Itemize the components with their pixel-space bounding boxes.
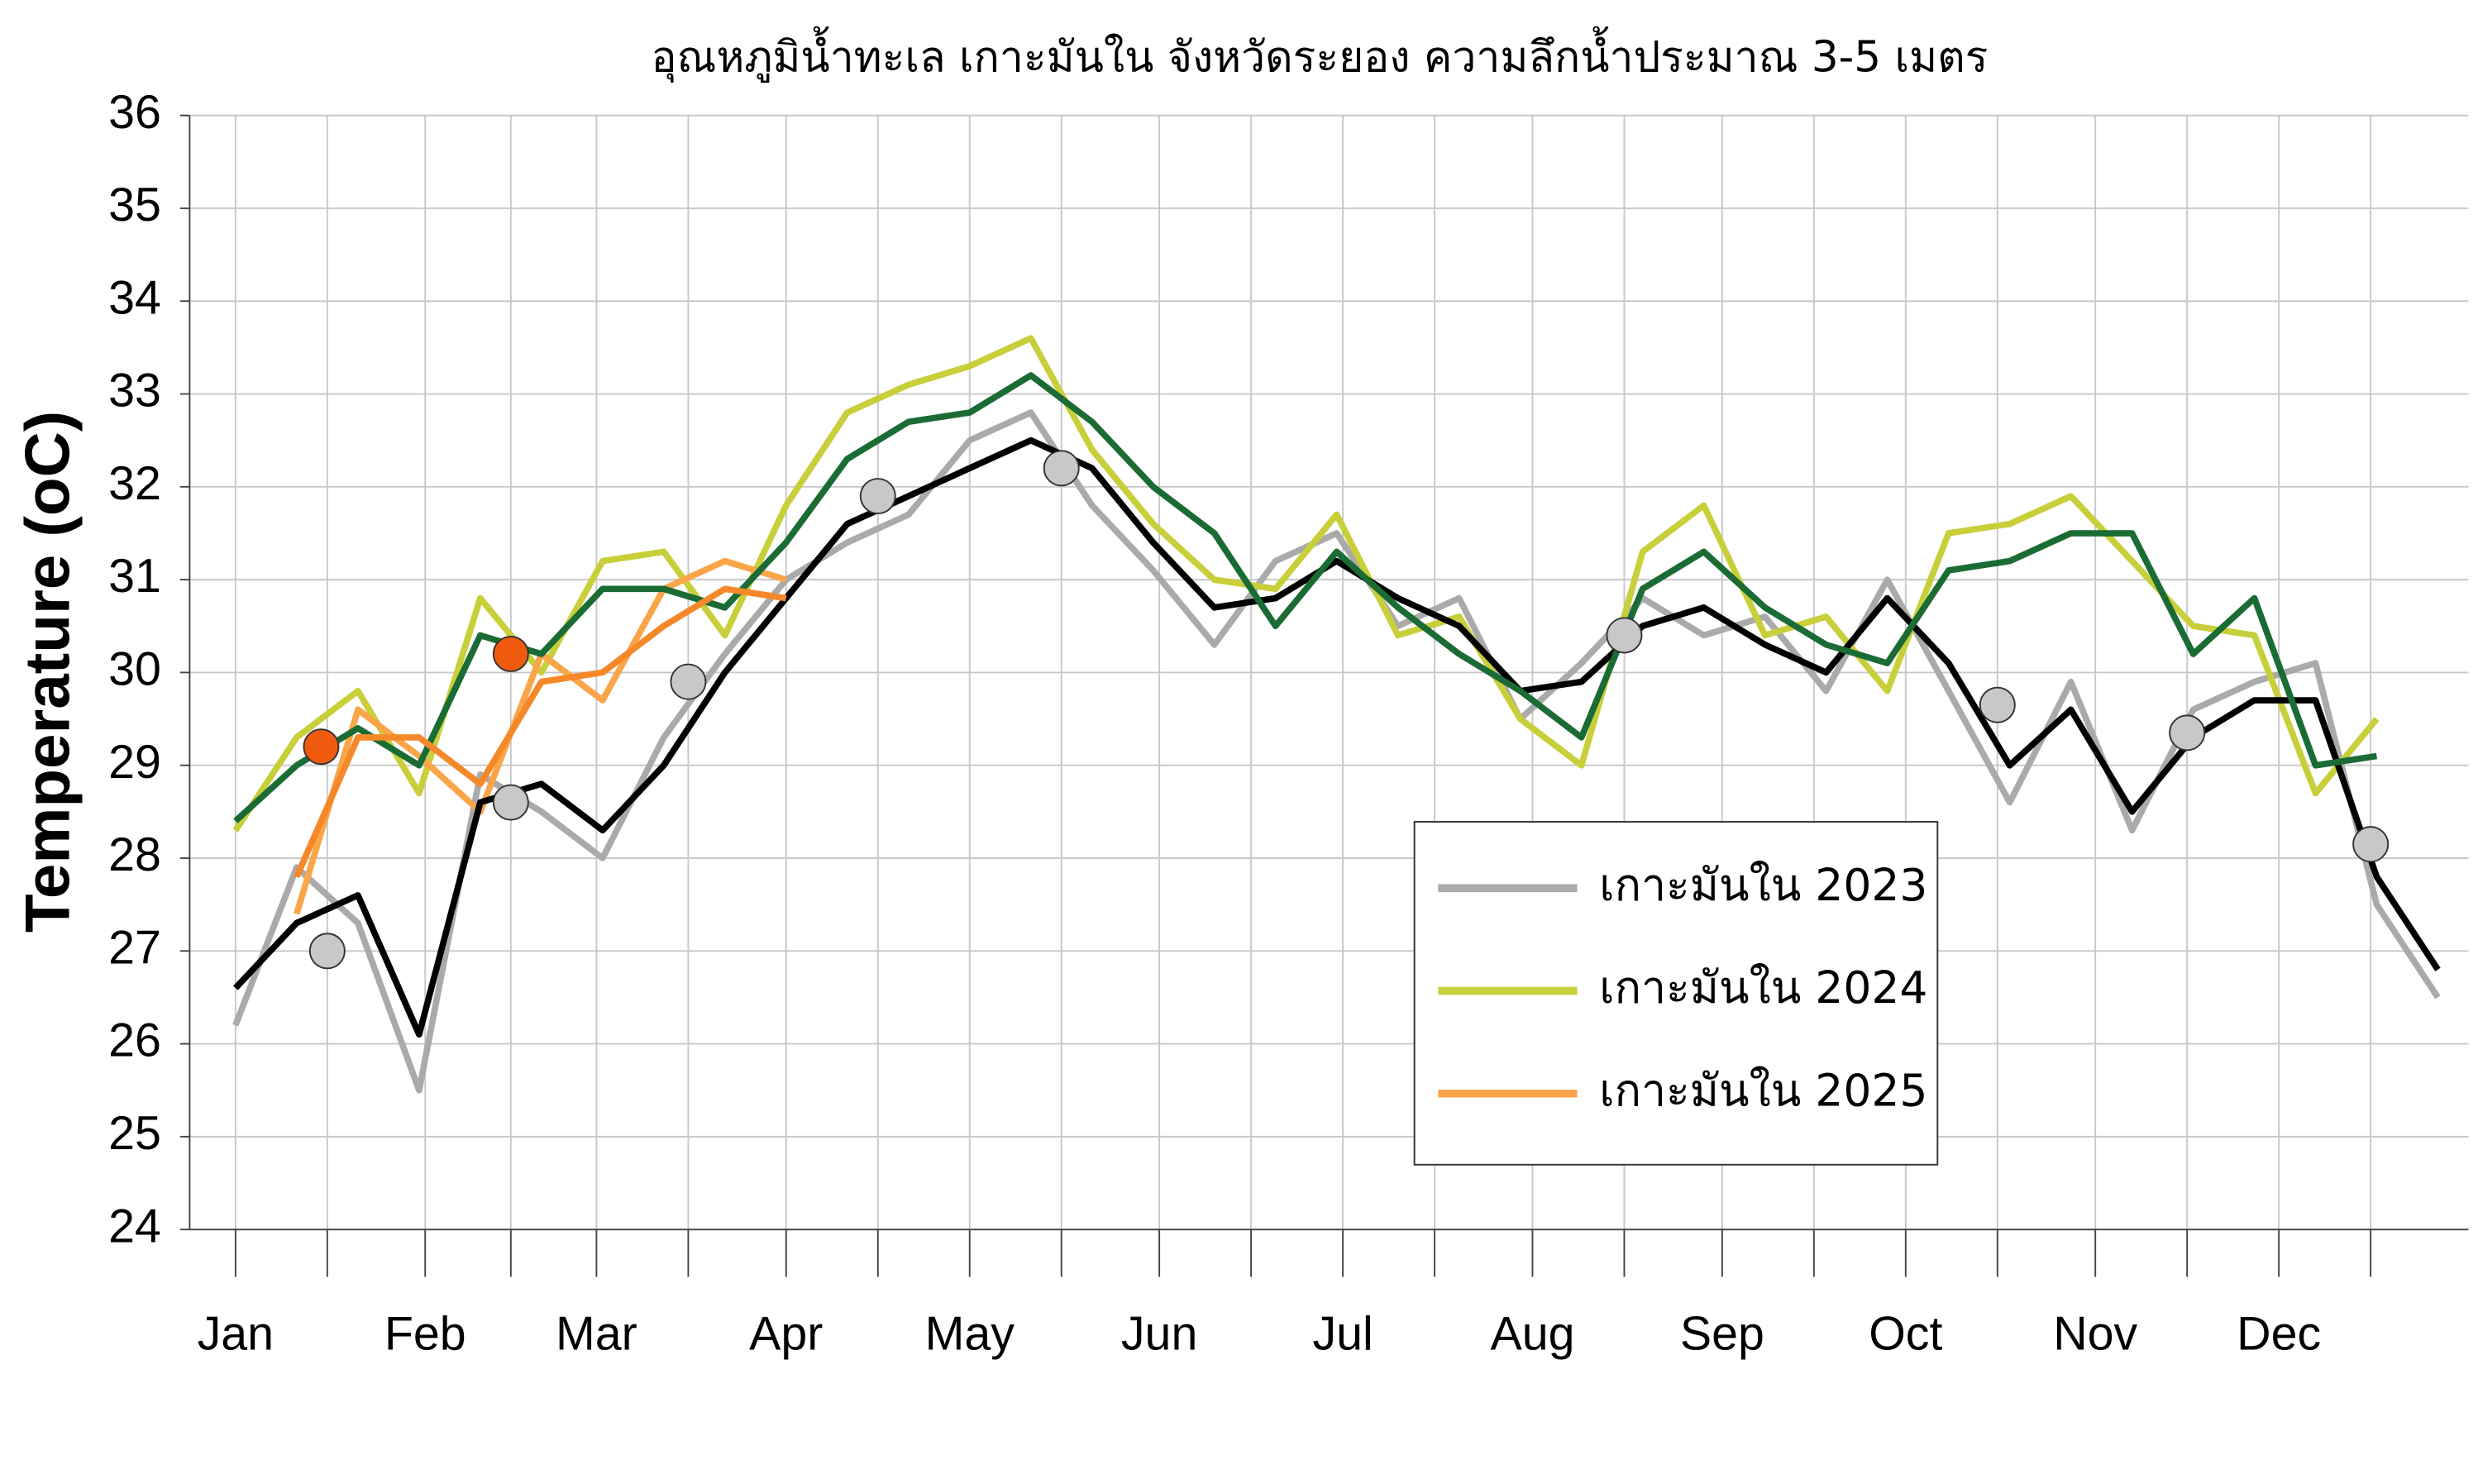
y-tick-label: 29: [108, 736, 161, 789]
x-tick-label: Jan: [198, 1307, 274, 1360]
marker: [492, 784, 529, 821]
x-tick-label: Feb: [384, 1307, 466, 1360]
marker: [308, 933, 346, 970]
y-tick-label: 31: [108, 550, 161, 603]
raw-line: [232, 409, 2441, 1094]
y-tick-label: 36: [108, 86, 161, 139]
marker: [1979, 686, 2016, 723]
marker: [492, 635, 529, 672]
marker: [303, 728, 340, 766]
y-tick-label: 28: [108, 828, 161, 881]
x-tick-label: Oct: [1869, 1307, 1942, 1360]
x-tick-label: Nov: [2053, 1307, 2137, 1360]
legend-label: เกาะมันใน 2025: [1599, 1064, 1927, 1116]
x-tick-label: Jun: [1121, 1307, 1197, 1360]
trend-line: [233, 437, 2441, 1038]
x-tick-label: Aug: [1490, 1307, 1574, 1360]
y-axis-label: Temperature (oC): [12, 411, 83, 933]
x-tick-label: Mar: [556, 1307, 637, 1360]
x-tick-label: May: [925, 1307, 1015, 1360]
x-tick-label: Dec: [2237, 1307, 2321, 1360]
y-tick-label: 24: [108, 1200, 161, 1253]
legend-label: เกาะมันใน 2024: [1599, 961, 1927, 1014]
y-tick-label: 27: [108, 921, 161, 974]
trend-line: [233, 372, 2378, 823]
x-tick-label: Sep: [1680, 1307, 1764, 1360]
trend-line: [294, 585, 787, 879]
marker: [1606, 617, 1643, 654]
x-tick-label: Apr: [749, 1307, 823, 1360]
y-tick-label: 30: [108, 643, 161, 696]
raw-line: [232, 335, 2380, 833]
marker: [2169, 714, 2206, 752]
y-tick-label: 25: [108, 1107, 161, 1160]
y-tick-label: 33: [108, 365, 161, 418]
marker: [670, 663, 707, 700]
y-tick-label: 35: [108, 179, 161, 231]
chart-title: อุณหภูมิน้ำทะเล เกาะมันใน จังหวัดระยอง ค…: [652, 26, 1989, 84]
marker: [1043, 450, 1080, 487]
y-tick-label: 26: [108, 1014, 161, 1067]
y-tick-label: 34: [108, 271, 161, 324]
marker: [2352, 826, 2390, 863]
y-tick-label: 32: [108, 457, 161, 510]
legend-label: เกาะมันใน 2023: [1599, 859, 1927, 911]
x-tick-label: Jul: [1312, 1307, 1373, 1360]
marker: [859, 478, 896, 515]
